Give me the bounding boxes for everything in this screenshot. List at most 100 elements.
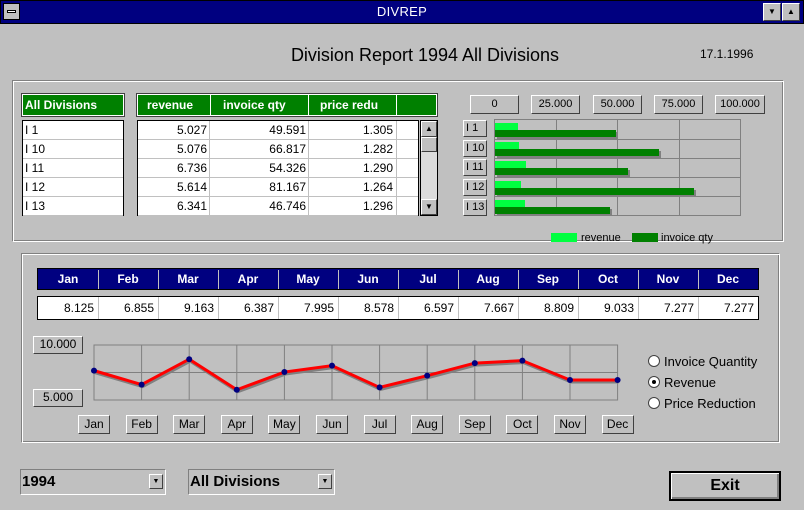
scale-label-0[interactable]: 0 bbox=[470, 95, 519, 114]
divisions-list[interactable]: I 1 I 10 I 11 I 12 I 13 bbox=[22, 120, 124, 216]
grid-line bbox=[495, 158, 740, 159]
table-cell: 5.027 bbox=[176, 123, 207, 137]
x-label-feb[interactable]: Feb bbox=[125, 415, 158, 434]
bar-category-label[interactable]: I 1 bbox=[463, 120, 487, 137]
division-select-box[interactable] bbox=[188, 469, 335, 495]
y-max-label[interactable]: 10.000 bbox=[33, 336, 83, 354]
month-value-jul: 6.597 bbox=[423, 301, 454, 315]
column-divider bbox=[578, 297, 579, 319]
chevron-down-icon[interactable]: ▼ bbox=[318, 474, 332, 489]
scroll-up-button[interactable]: ▲ bbox=[421, 121, 437, 137]
column-header-price-redu[interactable]: price redu bbox=[320, 98, 379, 112]
division-select[interactable]: All Divisions ▼ bbox=[188, 469, 335, 495]
division-item[interactable]: I 12 bbox=[23, 178, 123, 197]
month-header-jun[interactable]: Jun bbox=[357, 272, 379, 286]
x-label-jun[interactable]: Jun bbox=[316, 415, 348, 434]
month-header-dec[interactable]: Dec bbox=[716, 272, 739, 286]
month-header-aug[interactable]: Aug bbox=[476, 272, 500, 286]
x-label-dec[interactable]: Dec bbox=[601, 415, 634, 434]
division-item[interactable]: I 10 bbox=[23, 140, 123, 159]
data-point bbox=[233, 386, 240, 393]
y-min-label[interactable]: 5.000 bbox=[33, 389, 83, 407]
bar-category-label[interactable]: I 13 bbox=[463, 199, 487, 216]
scroll-thumb[interactable] bbox=[421, 137, 437, 152]
month-values-row[interactable]: 8.125 6.855 9.163 6.387 7.995 8.578 6.597 7.667… bbox=[37, 296, 759, 320]
table-row[interactable]: 5.076 66.817 1.282 bbox=[138, 140, 418, 159]
table-cell: 81.167 bbox=[269, 180, 306, 194]
year-select[interactable]: 1994 ▼ bbox=[20, 469, 166, 495]
column-header-revenue[interactable]: revenue bbox=[147, 98, 194, 112]
month-header-feb[interactable]: Feb bbox=[117, 272, 139, 286]
scale-label-100000[interactable]: 100.000 bbox=[715, 95, 765, 114]
radio-invoice-quantity[interactable]: Invoice Quantity bbox=[648, 353, 788, 370]
month-value-sep: 8.809 bbox=[543, 301, 574, 315]
x-label-oct[interactable]: Oct bbox=[506, 415, 539, 434]
exit-button[interactable]: Exit bbox=[669, 471, 781, 501]
maximize-button[interactable]: ▲ bbox=[782, 3, 800, 21]
month-value-oct: 9.033 bbox=[603, 301, 634, 315]
division-item[interactable]: I 13 bbox=[23, 197, 123, 216]
bar-category-label[interactable]: I 11 bbox=[463, 159, 487, 176]
column-divider bbox=[396, 121, 397, 215]
grid-line bbox=[679, 120, 680, 215]
data-point bbox=[567, 376, 573, 383]
bar-category-label[interactable]: I 12 bbox=[463, 179, 487, 196]
scale-label-50000[interactable]: 50.000 bbox=[593, 95, 642, 114]
legend-label-invoice-qty: invoice qty bbox=[661, 232, 713, 244]
table-row[interactable]: 5.027 49.591 1.305 bbox=[138, 121, 418, 140]
month-header-nov[interactable]: Nov bbox=[656, 272, 680, 286]
radio-circle[interactable] bbox=[648, 355, 660, 367]
data-point bbox=[186, 356, 193, 363]
table-row[interactable]: 5.614 81.167 1.264 bbox=[138, 178, 418, 197]
month-header-sep[interactable]: Sep bbox=[536, 272, 559, 286]
scale-label-25000[interactable]: 25.000 bbox=[531, 95, 580, 114]
x-label-jul[interactable]: Jul bbox=[363, 415, 396, 434]
scale-label-75000[interactable]: 75.000 bbox=[654, 95, 703, 114]
table-scrollbar[interactable]: ▲ ▼ bbox=[420, 120, 438, 216]
division-item[interactable]: I 1 bbox=[23, 121, 123, 140]
radio-price-reduction[interactable]: Price Reduction bbox=[648, 395, 788, 412]
radio-revenue[interactable]: Revenue bbox=[648, 374, 788, 391]
column-divider bbox=[458, 270, 459, 289]
radio-label: Invoice Quantity bbox=[664, 354, 758, 369]
bar-invoice-qty bbox=[495, 130, 616, 137]
x-label-aug[interactable]: Aug bbox=[411, 415, 444, 434]
x-label-mar[interactable]: Mar bbox=[173, 415, 206, 434]
x-label-sep[interactable]: Sep bbox=[458, 415, 491, 434]
month-header-mar[interactable]: Mar bbox=[177, 272, 199, 286]
minimize-button[interactable]: ▼ bbox=[763, 3, 781, 21]
month-header-may[interactable]: May bbox=[296, 272, 320, 286]
window-title: DIVREP bbox=[376, 4, 428, 19]
system-menu-button[interactable] bbox=[3, 3, 20, 20]
month-header-jan[interactable]: Jan bbox=[57, 272, 79, 286]
year-select-box[interactable] bbox=[20, 469, 166, 495]
grid-line bbox=[617, 120, 618, 215]
radio-circle[interactable] bbox=[648, 397, 660, 409]
x-label-nov[interactable]: Nov bbox=[554, 415, 586, 434]
chevron-down-icon[interactable]: ▼ bbox=[149, 474, 163, 489]
month-header-oct[interactable]: Oct bbox=[597, 272, 618, 286]
bar-category-label[interactable]: I 10 bbox=[463, 140, 487, 157]
month-header-jul[interactable]: Jul bbox=[419, 272, 437, 286]
data-table[interactable]: 5.027 49.591 1.305 5.076 66.817 1.282 6.… bbox=[137, 120, 419, 216]
table-cell: 54.326 bbox=[269, 161, 306, 175]
table-cell: 46.746 bbox=[269, 199, 306, 213]
x-label-may[interactable]: May bbox=[268, 415, 301, 434]
division-item[interactable]: I 11 bbox=[23, 159, 123, 178]
year-select-value: 1994 bbox=[22, 473, 56, 490]
scroll-down-button[interactable]: ▼ bbox=[421, 199, 437, 215]
table-row[interactable]: 6.341 46.746 1.296 bbox=[138, 197, 418, 216]
table-cell: 6.341 bbox=[176, 199, 207, 213]
month-header-apr[interactable]: Apr bbox=[237, 272, 259, 286]
title-bar[interactable] bbox=[0, 0, 804, 24]
x-label-jan[interactable]: Jan bbox=[78, 415, 110, 434]
x-label-apr[interactable]: Apr bbox=[220, 415, 253, 434]
divisions-header[interactable]: All Divisions bbox=[21, 93, 125, 117]
column-header-invoice-qty[interactable]: invoice qty bbox=[223, 98, 286, 112]
month-value-may: 7.995 bbox=[303, 301, 334, 315]
table-row[interactable]: 6.736 54.326 1.290 bbox=[138, 159, 418, 178]
column-divider bbox=[308, 121, 309, 215]
bar-invoice-qty bbox=[495, 187, 694, 195]
grid-line bbox=[495, 196, 740, 197]
radio-circle[interactable] bbox=[648, 376, 660, 388]
